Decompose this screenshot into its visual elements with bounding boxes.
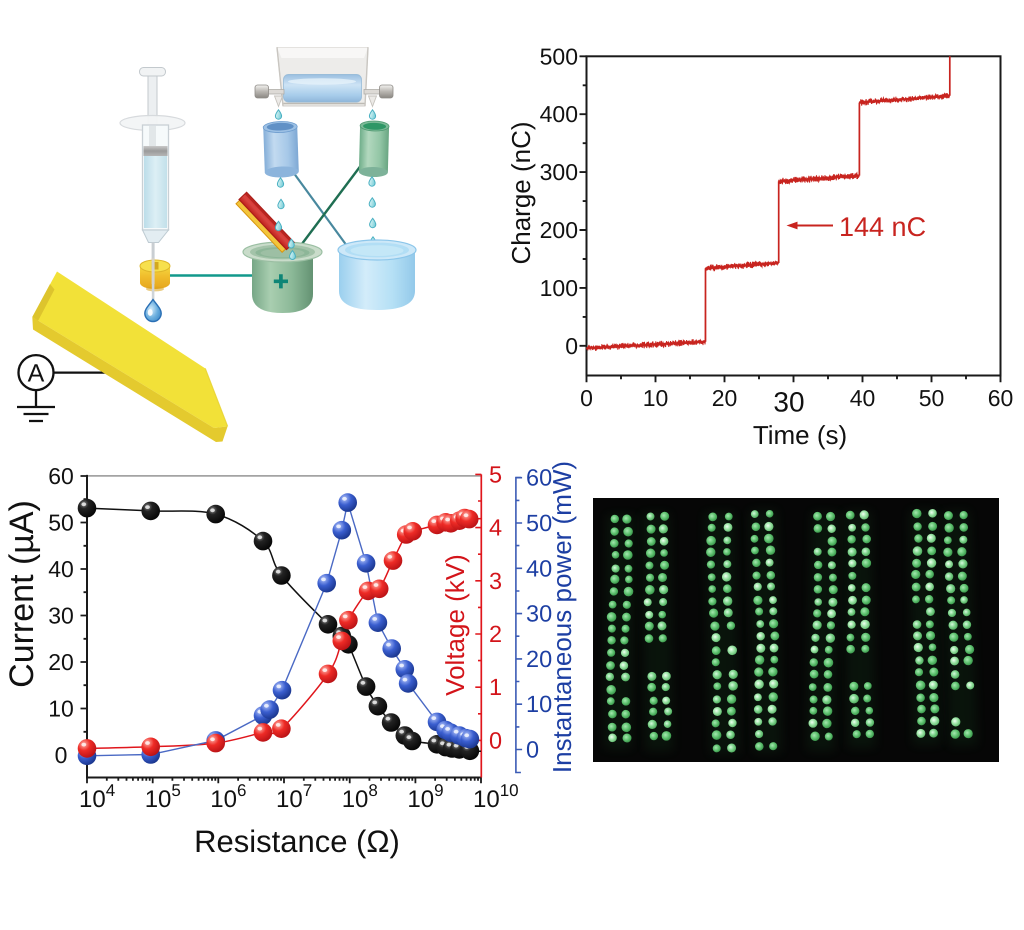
svg-text:40: 40 — [850, 385, 876, 411]
svg-text:0: 0 — [565, 333, 578, 359]
svg-text:0: 0 — [489, 727, 502, 753]
svg-text:100: 100 — [540, 275, 578, 301]
svg-text:Voltage (kV): Voltage (kV) — [440, 554, 470, 696]
svg-text:60: 60 — [48, 463, 74, 489]
svg-text:144 nC: 144 nC — [839, 212, 926, 242]
svg-text:400: 400 — [540, 101, 578, 127]
svg-text:Resistance (Ω): Resistance (Ω) — [194, 824, 400, 859]
svg-text:30: 30 — [48, 603, 74, 629]
svg-text:1: 1 — [489, 674, 502, 700]
svg-text:50: 50 — [919, 385, 945, 411]
svg-text:109: 109 — [407, 781, 443, 813]
svg-text:A: A — [28, 360, 45, 388]
svg-text:105: 105 — [145, 781, 181, 813]
svg-text:500: 500 — [540, 43, 578, 69]
svg-text:60: 60 — [988, 385, 1014, 411]
svg-text:2: 2 — [489, 621, 502, 647]
svg-text:1010: 1010 — [473, 781, 519, 813]
svg-text:108: 108 — [342, 781, 378, 813]
svg-text:107: 107 — [276, 781, 312, 813]
svg-text:Time (s): Time (s) — [753, 420, 847, 450]
svg-text:300: 300 — [540, 159, 578, 185]
svg-text:20: 20 — [48, 649, 74, 675]
svg-text:3: 3 — [489, 568, 502, 594]
svg-text:50: 50 — [526, 510, 552, 536]
svg-text:30: 30 — [773, 387, 804, 418]
svg-text:20: 20 — [526, 646, 552, 672]
svg-text:10: 10 — [48, 696, 74, 722]
svg-text:0: 0 — [55, 742, 68, 768]
svg-text:10: 10 — [526, 691, 552, 717]
svg-text:40: 40 — [48, 556, 74, 582]
svg-text:40: 40 — [526, 555, 552, 581]
svg-text:200: 200 — [540, 217, 578, 243]
svg-text:Current (µA): Current (µA) — [3, 500, 41, 688]
svg-text:104: 104 — [79, 781, 115, 813]
svg-text:60: 60 — [526, 465, 552, 491]
svg-text:Instantaneous power (mW): Instantaneous power (mW) — [547, 461, 577, 773]
svg-text:0: 0 — [526, 737, 539, 763]
svg-text:106: 106 — [210, 781, 246, 813]
svg-text:5: 5 — [489, 461, 502, 487]
svg-text:20: 20 — [712, 385, 738, 411]
svg-text:0: 0 — [580, 385, 593, 411]
svg-text:4: 4 — [489, 515, 502, 541]
svg-text:Charge (nC): Charge (nC) — [506, 121, 536, 264]
svg-text:50: 50 — [48, 510, 74, 536]
svg-text:10: 10 — [643, 385, 669, 411]
svg-text:30: 30 — [526, 601, 552, 627]
